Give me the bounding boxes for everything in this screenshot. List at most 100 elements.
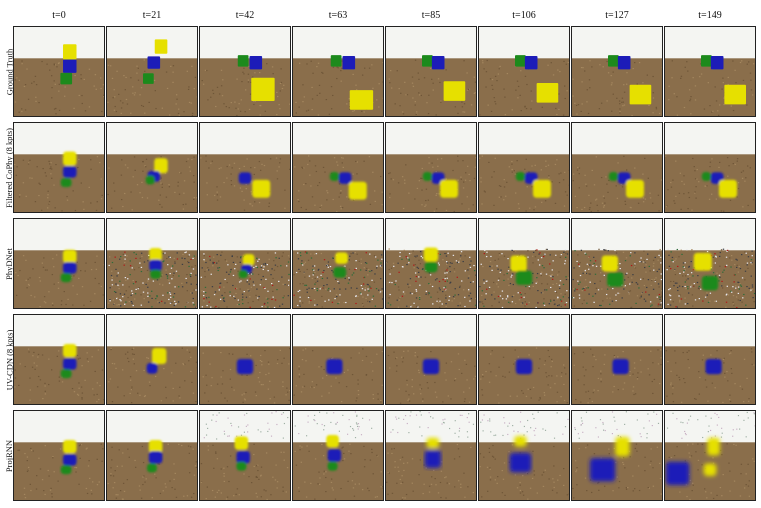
ground-speckle	[612, 490, 614, 492]
ground-speckle	[462, 289, 465, 291]
ground-speckle	[47, 194, 49, 196]
ground-speckle	[734, 69, 736, 71]
block-group	[423, 247, 439, 273]
ground-speckle	[23, 487, 26, 489]
ground-speckle	[701, 443, 704, 446]
ground-speckle	[673, 93, 675, 95]
ground-speckle	[110, 274, 113, 277]
ground-speckle	[724, 372, 726, 374]
ground-speckle	[310, 60, 312, 62]
ground-speckle	[522, 475, 524, 477]
ground-speckle	[91, 481, 94, 483]
ground-speckle	[243, 290, 245, 293]
ground-speckle	[57, 480, 59, 482]
ground-speckle	[103, 399, 104, 401]
ground-speckle	[588, 273, 590, 275]
frame-scene	[107, 411, 197, 500]
ground	[14, 346, 104, 404]
ground-speckle	[24, 109, 27, 111]
ground-speckle	[21, 60, 23, 62]
ground-speckle	[435, 396, 438, 398]
ground-speckle	[135, 257, 137, 260]
ground-speckle	[567, 61, 569, 63]
ground-speckle	[629, 206, 632, 208]
ground-speckle	[388, 248, 390, 250]
ground-speckle	[450, 361, 453, 363]
ground-speckle	[551, 278, 554, 280]
ground-speckle	[515, 89, 517, 91]
sky-artifact	[335, 423, 337, 425]
ground-speckle	[479, 453, 482, 455]
ground-speckle	[615, 294, 617, 296]
ground-speckle	[220, 468, 222, 470]
sky-artifact	[271, 412, 273, 414]
ground-speckle	[520, 70, 522, 72]
ground-speckle	[617, 389, 619, 391]
ground-speckle	[254, 100, 257, 102]
sky-artifact	[648, 420, 650, 422]
ground-speckle	[127, 296, 129, 299]
ground-speckle	[142, 291, 145, 293]
ground-speckle	[143, 261, 146, 263]
ground-speckle	[722, 77, 724, 79]
ground-speckle	[521, 491, 524, 493]
ground-speckle	[243, 473, 245, 475]
ground-speckle	[239, 261, 241, 263]
ground-speckle	[535, 347, 538, 349]
ground-speckle	[109, 300, 111, 302]
ground-speckle	[686, 249, 688, 251]
ground-speckle	[122, 482, 125, 484]
ground-speckle	[668, 85, 670, 87]
ground-speckle	[606, 60, 608, 63]
ground-speckle	[356, 89, 358, 91]
ground-speckle	[30, 294, 32, 297]
ground-speckle	[490, 353, 492, 355]
yellow-block	[63, 343, 77, 358]
ground-speckle	[484, 249, 486, 252]
ground-speckle	[213, 194, 216, 197]
ground-speckle	[80, 74, 82, 76]
ground-speckle	[420, 177, 422, 179]
ground-speckle	[427, 199, 430, 201]
ground-speckle	[598, 108, 601, 110]
blue-block	[63, 59, 77, 73]
yellow-block	[63, 151, 77, 166]
ground-speckle	[265, 452, 268, 454]
ground-speckle	[218, 289, 220, 291]
ground-speckle	[508, 166, 511, 168]
ground-speckle	[613, 385, 615, 388]
ground-speckle	[564, 260, 567, 262]
ground-speckle	[511, 163, 513, 165]
ground-speckle	[689, 498, 691, 500]
ground-speckle	[698, 371, 700, 373]
ground-speckle	[668, 456, 670, 458]
ground-speckle	[686, 61, 688, 63]
ground-speckle	[91, 356, 93, 358]
blue-block	[515, 359, 533, 375]
ground-speckle	[565, 278, 568, 281]
ground-speckle	[595, 359, 597, 361]
frame-scene	[200, 123, 290, 212]
ground-speckle	[398, 88, 400, 90]
ground-speckle	[556, 159, 558, 161]
ground-speckle	[498, 366, 500, 368]
ground-speckle	[676, 374, 678, 376]
ground-speckle	[261, 305, 263, 308]
ground-speckle	[690, 113, 692, 115]
ground-speckle	[224, 292, 226, 294]
ground-speckle	[267, 388, 270, 390]
ground-speckle	[531, 477, 534, 479]
ground-speckle	[642, 278, 644, 280]
ground-speckle	[53, 108, 56, 110]
ground-speckle	[85, 448, 87, 450]
ground-speckle	[751, 250, 753, 252]
blue-block	[327, 449, 342, 462]
ground-speckle	[273, 306, 276, 308]
ground-speckle	[459, 252, 462, 255]
ground-speckle	[140, 104, 143, 107]
ground-speckle	[340, 400, 343, 403]
ground-speckle	[50, 168, 53, 170]
ground-speckle	[533, 209, 535, 211]
ground-speckle	[52, 457, 54, 459]
sky-artifact	[602, 423, 604, 425]
